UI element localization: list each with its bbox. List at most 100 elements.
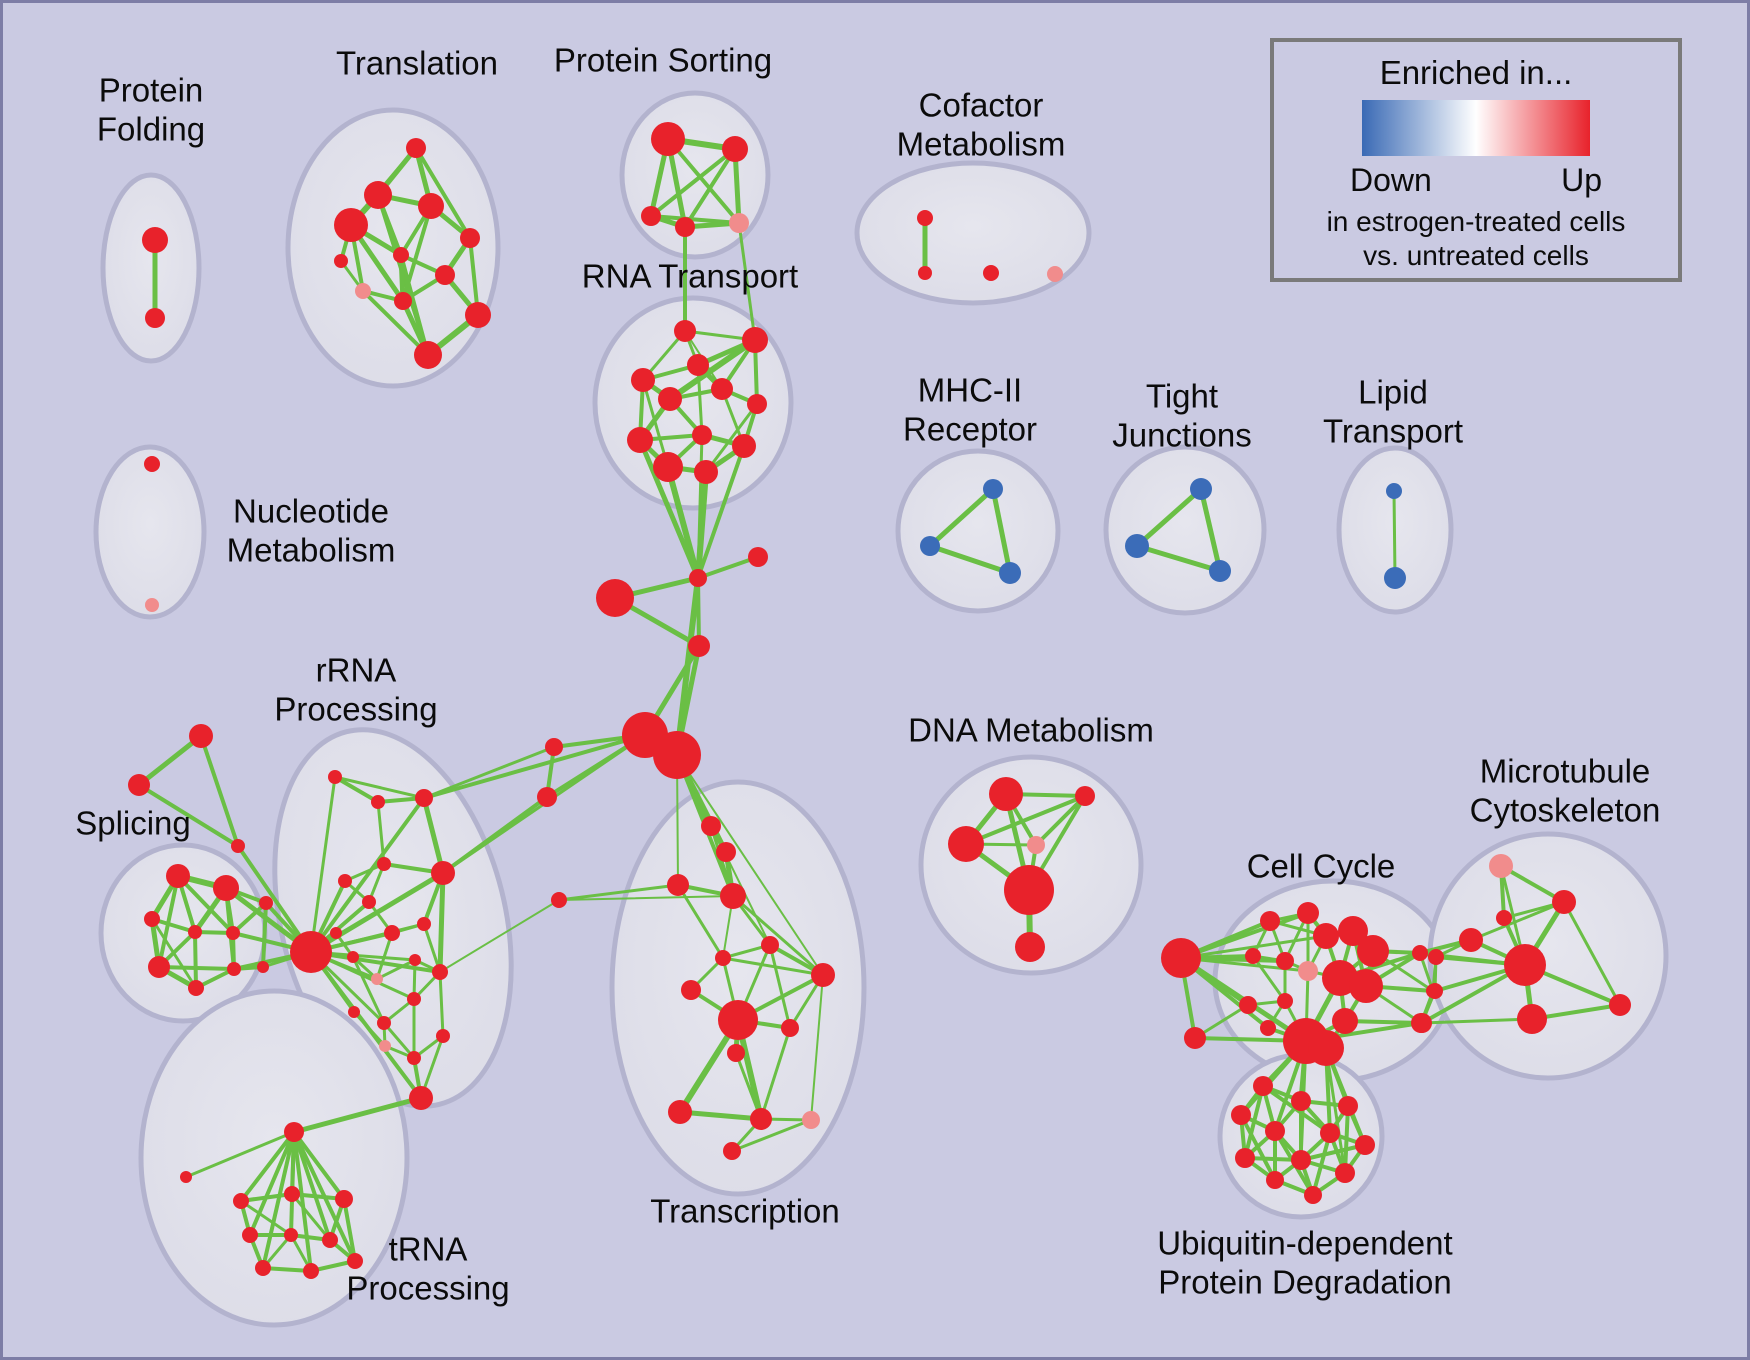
edge (361, 289, 430, 357)
gene-set-node (418, 193, 444, 219)
edge (292, 1130, 332, 1242)
gene-set-node (1260, 911, 1280, 931)
edge (696, 363, 704, 437)
gene-set-node (394, 292, 412, 310)
edge (810, 974, 824, 1121)
gene-set-node (989, 777, 1023, 811)
gene-set-node (188, 925, 202, 939)
edge (990, 486, 1013, 576)
edge (421, 795, 446, 876)
gene-set-node (1297, 902, 1319, 924)
gene-set-node (1428, 949, 1444, 965)
gene-set-node (761, 936, 779, 954)
gene-set-node (407, 992, 421, 1006)
gene-set-node (348, 1006, 360, 1018)
gene-set-node (551, 892, 567, 908)
gene-set-node (406, 138, 426, 158)
edge (352, 1010, 387, 1048)
gene-set-node (465, 302, 491, 328)
gene-set-node (414, 341, 442, 369)
legend-subtitle-line2: vs. untreated cells (1363, 240, 1589, 271)
gene-set-node (1047, 266, 1063, 282)
gene-set-node (1253, 1076, 1273, 1096)
gene-set-node (144, 911, 160, 927)
edge (422, 733, 647, 800)
edge (734, 1051, 763, 1121)
gene-set-node (347, 951, 359, 963)
edge (641, 378, 670, 469)
edge (157, 965, 236, 971)
gene-set-node (377, 1016, 391, 1030)
gene-set-node (1517, 1004, 1547, 1034)
cluster-label: Ubiquitin-dependent (1157, 1225, 1452, 1262)
gene-set-node (431, 861, 455, 885)
gene-set-node (145, 598, 159, 612)
edge (1562, 900, 1622, 1007)
gene-set-node (1384, 567, 1406, 589)
gene-set-node (631, 368, 655, 392)
gene-set-node (188, 980, 204, 996)
gene-set-node (334, 208, 368, 242)
gene-set-node (732, 434, 756, 458)
cluster-label: Tight (1146, 378, 1218, 415)
edge (137, 783, 240, 848)
gene-set-node (715, 950, 731, 966)
gene-set-node (701, 816, 721, 836)
gene-set-node (802, 1111, 820, 1129)
cluster-label: Receptor (903, 411, 1037, 448)
edge (704, 402, 759, 474)
gene-set-node (322, 1232, 338, 1248)
gene-set-node (1276, 952, 1294, 970)
cluster-label: Processing (346, 1270, 509, 1307)
gene-set-node (1552, 890, 1576, 914)
gene-set-node (596, 579, 634, 617)
cluster-ellipse (619, 90, 771, 260)
gene-set-node (716, 842, 736, 862)
gene-set-node (742, 327, 768, 353)
edge (649, 147, 737, 218)
edge (414, 146, 472, 240)
gene-set-node (355, 283, 371, 299)
edge (683, 147, 737, 229)
edge (666, 137, 741, 225)
edge (290, 1192, 332, 1242)
edge (665, 464, 701, 581)
cluster-ellipse (854, 160, 1092, 306)
gene-set-node (347, 1253, 363, 1269)
edge (730, 1118, 813, 1153)
cluster-label: Protein Degradation (1158, 1264, 1452, 1301)
cluster-ellipse (895, 448, 1061, 614)
gene-set-node (409, 954, 421, 966)
gene-set-node (1209, 560, 1231, 582)
gene-set-node (718, 1000, 758, 1040)
cluster-label: rRNA (316, 652, 397, 689)
gene-set-node (1304, 1186, 1322, 1204)
cluster-label: RNA Transport (582, 258, 798, 295)
edge (309, 796, 426, 954)
gene-set-node (1357, 935, 1389, 967)
gene-set-node (689, 569, 707, 587)
gene-set-node (1235, 1148, 1255, 1168)
gene-set-node (920, 536, 940, 556)
edge (261, 1130, 296, 1270)
edge (261, 1266, 313, 1273)
gene-set-node (1075, 786, 1095, 806)
gene-set-node (674, 320, 696, 342)
edge (333, 775, 380, 804)
gene-set-node (1459, 928, 1483, 952)
gene-set-node (687, 354, 709, 376)
cluster-ellipse (609, 779, 867, 1197)
gene-set-node (371, 973, 383, 985)
edge (676, 883, 725, 960)
gene-set-node (435, 265, 455, 285)
legend-title: Enriched in... (1379, 54, 1573, 91)
gene-set-node (668, 1100, 692, 1124)
gene-set-node (432, 964, 448, 980)
gene-set-node (1184, 1027, 1206, 1049)
gene-set-node (284, 1228, 298, 1242)
gene-set-node (1027, 836, 1045, 854)
gene-set-node (142, 227, 168, 253)
cluster-label: Transcription (650, 1193, 840, 1230)
edge (193, 930, 198, 990)
edge (309, 775, 337, 954)
